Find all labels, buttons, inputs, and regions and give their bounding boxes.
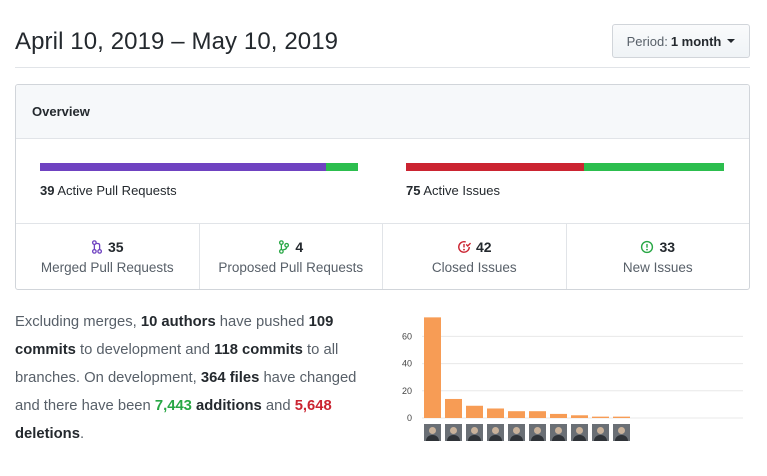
issues-open-segment: [584, 163, 724, 171]
overview-stats: 35 Merged Pull Requests 4 Proposed Pull …: [16, 224, 749, 289]
issues-closed-segment: [406, 163, 585, 171]
contributor-bar[interactable]: [466, 405, 483, 418]
contributor-bar[interactable]: [424, 317, 441, 418]
period-prefix: Period:: [626, 33, 668, 49]
active-pull-requests-label[interactable]: 39 Active Pull Requests: [40, 183, 177, 198]
contributor-bar[interactable]: [571, 415, 588, 418]
contributor-bar[interactable]: [592, 416, 609, 418]
contributor-bar[interactable]: [613, 416, 630, 418]
avatar[interactable]: [592, 424, 609, 441]
page-header: April 10, 2019 – May 10, 2019 Period: 1 …: [15, 0, 750, 68]
period-select-button[interactable]: Period: 1 month: [612, 24, 750, 58]
additions-count: 7,443: [154, 398, 192, 414]
overview-title: Overview: [16, 85, 749, 139]
avatar[interactable]: [487, 424, 504, 441]
stat-closed-issues[interactable]: 42 Closed Issues: [383, 224, 567, 289]
y-tick-label: 60: [402, 331, 412, 341]
contributor-avatars: [424, 424, 630, 441]
stat-merged-pull-requests[interactable]: 35 Merged Pull Requests: [16, 224, 200, 289]
pr-open-segment: [326, 163, 358, 171]
closed-issue-icon: [458, 240, 471, 253]
avatar[interactable]: [550, 424, 567, 441]
avatar[interactable]: [571, 424, 588, 441]
avatar[interactable]: [613, 424, 630, 441]
avatar[interactable]: [529, 424, 546, 441]
pull-requests-bar[interactable]: [40, 163, 358, 171]
contributor-bar[interactable]: [445, 398, 462, 418]
contributor-bar[interactable]: [550, 413, 567, 418]
merged-pr-icon: [91, 239, 102, 254]
deletions-count: 5,648: [294, 398, 332, 414]
period-value: 1 month: [670, 33, 722, 49]
issues-bar[interactable]: [406, 163, 724, 171]
overview-panel: Overview 39 Active Pull Requests 75 Acti…: [15, 84, 750, 290]
contributor-bar[interactable]: [508, 411, 525, 418]
y-tick-label: 0: [407, 413, 412, 423]
open-pr-icon: [279, 239, 290, 254]
pr-merged-segment: [40, 163, 327, 171]
contributors-bar-chart: 0 20 40 60: [402, 317, 743, 423]
stat-proposed-pull-requests[interactable]: 4 Proposed Pull Requests: [200, 224, 383, 289]
new-issue-icon: [641, 240, 654, 253]
y-tick-label: 20: [402, 386, 412, 396]
commit-summary: Excluding merges, 10 authors have pushed…: [15, 314, 357, 442]
contributor-bar[interactable]: [529, 411, 546, 418]
avatar[interactable]: [424, 424, 441, 441]
caret-down-icon: [727, 39, 736, 43]
contributors-chart: 0 20 40 60: [395, 308, 750, 443]
active-issues-label[interactable]: 75 Active Issues: [406, 183, 500, 198]
y-tick-label: 40: [402, 359, 412, 369]
contributor-bar[interactable]: [487, 408, 504, 418]
avatar[interactable]: [466, 424, 483, 441]
activity-bars: 39 Active Pull Requests 75 Active Issues: [16, 139, 749, 224]
avatar[interactable]: [508, 424, 525, 441]
date-range-title: April 10, 2019 – May 10, 2019: [15, 28, 339, 55]
avatar[interactable]: [445, 424, 462, 441]
stat-new-issues[interactable]: 33 New Issues: [622, 238, 693, 275]
